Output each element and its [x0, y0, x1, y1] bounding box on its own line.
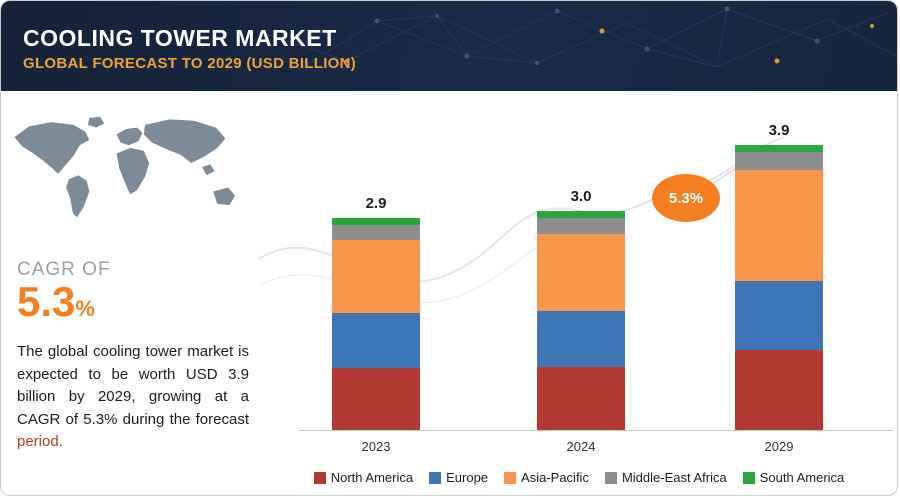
description-highlight: period. — [17, 433, 63, 450]
cagr-bubble-text: 5.3% — [668, 189, 704, 207]
cagr-number: 5.3 — [17, 278, 76, 325]
legend-item-asia-pacific: Asia-Pacific — [504, 470, 589, 485]
description-text: The global cooling tower market is expec… — [17, 343, 249, 428]
page-title: COOLING TOWER MARKET — [23, 25, 337, 51]
segment-middle-east-africa — [537, 218, 625, 234]
segment-middle-east-africa — [332, 225, 420, 240]
bar-total-label: 3.9 — [768, 122, 790, 139]
segment-north-america — [332, 368, 420, 430]
legend-swatch — [504, 471, 517, 484]
cagr-label: CAGR OF — [17, 259, 111, 280]
cagr-percent-sign: % — [75, 296, 95, 321]
legend-label: South America — [759, 470, 845, 485]
x-axis-label-2029: 2029 — [764, 439, 794, 454]
segment-middle-east-africa — [735, 152, 823, 170]
segment-asia-pacific — [332, 240, 420, 313]
segment-asia-pacific — [537, 234, 625, 311]
legend-label: North America — [330, 470, 414, 485]
cagr-bubble: 5.3% — [652, 174, 720, 222]
market-description: The global cooling tower market is expec… — [17, 341, 249, 454]
legend-item-middle-east-africa: Middle-East Africa — [604, 470, 727, 485]
legend: North America Europe Asia-Pacific Middle-Ea… — [259, 470, 897, 485]
segment-europe — [332, 313, 420, 368]
segment-south-america — [537, 211, 625, 218]
legend-item-north-america: North America — [313, 470, 414, 485]
header: COOLING TOWER MARKET GLOBAL FORECAST TO … — [1, 1, 897, 91]
bar-total-label: 2.9 — [365, 195, 387, 212]
segment-europe — [537, 311, 625, 367]
bar-2024: 3.0 — [537, 188, 625, 430]
legend-swatch — [429, 471, 442, 484]
page-subtitle: GLOBAL FORECAST TO 2029 (USD BILLION) — [23, 55, 357, 72]
bar-total-label: 3.0 — [570, 188, 592, 205]
segment-europe — [735, 281, 823, 350]
x-axis-label-2024: 2024 — [566, 439, 596, 454]
x-axis-label-2023: 2023 — [361, 439, 391, 454]
legend-label: Asia-Pacific — [521, 470, 589, 485]
segment-north-america — [735, 350, 823, 430]
legend-swatch — [313, 471, 326, 484]
bar-2023: 2.9 — [332, 195, 420, 430]
world-map — [14, 116, 235, 218]
legend-swatch — [604, 471, 617, 484]
legend-swatch — [742, 471, 755, 484]
x-axis-line — [299, 430, 893, 431]
bar-chart: 2.9 2023 3.0 2024 3.9 2029 — [259, 91, 897, 495]
segment-asia-pacific — [735, 170, 823, 281]
legend-item-south-america: South America — [742, 470, 845, 485]
segment-north-america — [537, 367, 625, 430]
segment-south-america — [332, 218, 420, 225]
chart-panel: 2.9 2023 3.0 2024 3.9 2029 5.3% North America… — [259, 91, 897, 495]
bar-2029: 3.9 — [735, 122, 823, 430]
side-panel: CAGR OF 5.3% The global cooling tower ma… — [1, 91, 259, 495]
legend-label: Europe — [446, 470, 489, 485]
cagr-value: 5.3% — [17, 281, 95, 323]
segment-south-america — [735, 145, 823, 152]
legend-item-europe: Europe — [429, 470, 488, 485]
legend-label: Middle-East Africa — [621, 470, 727, 485]
network-decoration-icon — [257, 6, 897, 72]
